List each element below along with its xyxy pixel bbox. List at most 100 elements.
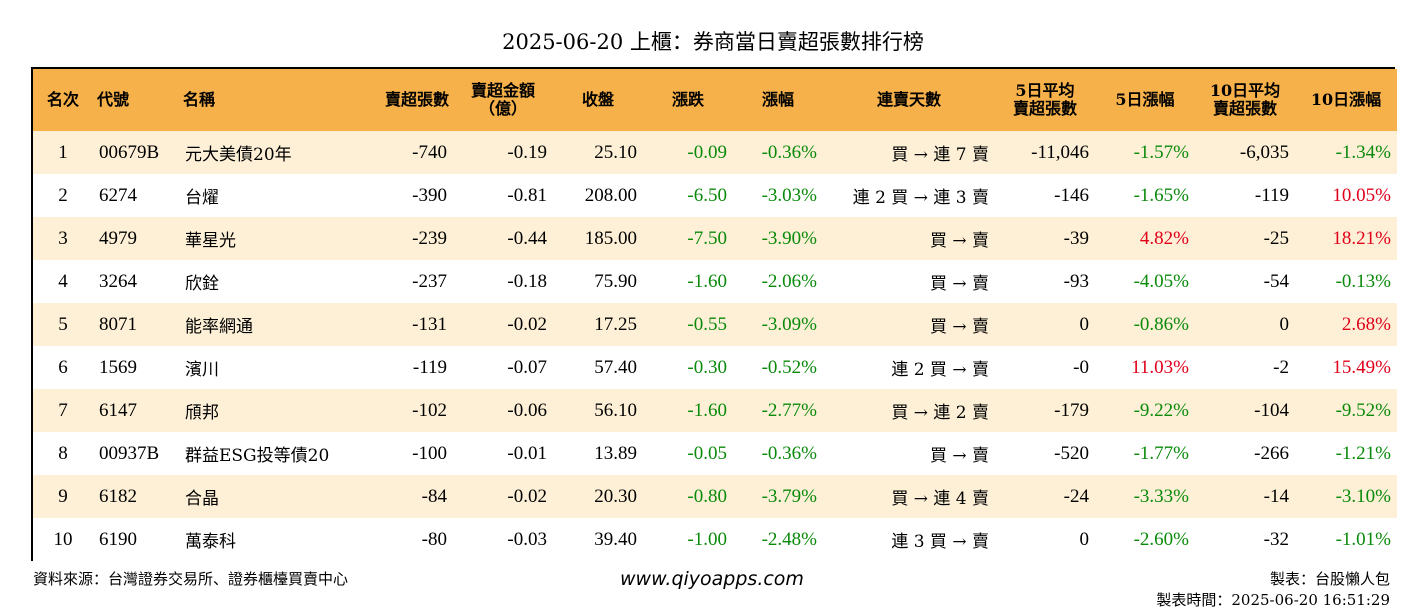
cell-name: 台燿 (185, 188, 219, 208)
cell-name: 華星光 (185, 231, 236, 251)
cell-streak: 連 2 買 → 賣 (891, 360, 989, 380)
cell-avg5: -0 (1073, 356, 1089, 378)
cell-net-sell-lots: -740 (412, 141, 447, 163)
cell-change-pct: -0.52% (761, 356, 817, 378)
table-row: 1 00679B 元大美債20年 -740 -0.19 25.10 -0.09 -0.36% 買… (33, 131, 1397, 174)
cell-chg10: 10.05% (1332, 184, 1391, 206)
cell-avg10: -104 (1254, 399, 1289, 421)
cell-close: 57.40 (594, 356, 637, 378)
maker-credit: 製表：台股懶人包 (1269, 570, 1390, 588)
cell-change-pct: -3.90% (761, 227, 817, 249)
cell-name: 欣銓 (185, 274, 219, 294)
website-link[interactable]: www.qiyoapps.com (620, 568, 804, 590)
cell-change-pct: -2.06% (761, 270, 817, 292)
cell-change: -1.60 (687, 399, 727, 421)
cell-net-sell-lots: -131 (412, 313, 447, 335)
cell-close: 25.10 (594, 141, 637, 163)
header-chg10: 10日漲幅 (1310, 90, 1382, 109)
cell-close: 75.90 (594, 270, 637, 292)
data-source: 資料來源：台灣證券交易所、證券櫃檯買賣中心 (33, 570, 349, 588)
cell-avg10: -14 (1263, 485, 1289, 507)
cell-chg5: -0.86% (1133, 313, 1189, 335)
cell-streak: 買 → 賣 (929, 274, 989, 294)
cell-net-sell-amount: -0.02 (507, 313, 547, 335)
header-avg5-line1: 5日平均 (1015, 81, 1075, 100)
cell-net-sell-amount: -0.06 (507, 399, 547, 421)
header-name: 名稱 (183, 90, 216, 109)
cell-avg10: -32 (1263, 528, 1289, 550)
cell-code: 00679B (99, 141, 160, 163)
cell-net-sell-lots: -119 (412, 356, 447, 378)
cell-rank: 2 (58, 184, 68, 206)
cell-avg5: -179 (1054, 399, 1089, 421)
table-row: 7 6147 頎邦 -102 -0.06 56.10 -1.60 -2.77% 買 → 連 2 … (33, 389, 1397, 432)
cell-change: -7.50 (687, 227, 727, 249)
cell-rank: 1 (58, 141, 68, 163)
cell-chg5: -3.33% (1133, 485, 1189, 507)
cell-net-sell-lots: -239 (412, 227, 447, 249)
cell-net-sell-amount: -0.81 (507, 184, 547, 206)
cell-streak: 連 3 買 → 賣 (891, 532, 989, 552)
cell-chg10: -1.01% (1335, 528, 1391, 550)
cell-code: 8071 (99, 313, 137, 335)
cell-rank: 7 (58, 399, 68, 421)
cell-net-sell-amount: -0.19 (507, 141, 547, 163)
cell-rank: 5 (58, 313, 68, 335)
cell-name: 合晶 (185, 489, 219, 509)
cell-change-pct: -2.48% (761, 528, 817, 550)
cell-chg10: 15.49% (1332, 356, 1391, 378)
cell-change: -1.00 (687, 528, 727, 550)
cell-chg10: -3.10% (1335, 485, 1391, 507)
cell-streak: 買 → 賣 (929, 231, 989, 251)
table-row: 3 4979 華星光 -239 -0.44 185.00 -7.50 -3.90% 買 → 賣 -… (33, 217, 1397, 260)
cell-avg5: -24 (1063, 485, 1089, 507)
header-avg5-line2: 賣超張數 (1012, 99, 1077, 118)
cell-change-pct: -3.03% (761, 184, 817, 206)
cell-change-pct: -2.77% (761, 399, 817, 421)
cell-chg5: -9.22% (1133, 399, 1189, 421)
cell-streak: 買 → 連 2 賣 (891, 403, 989, 423)
cell-code: 6274 (99, 184, 137, 206)
cell-chg10: -1.21% (1335, 442, 1391, 464)
cell-code: 6190 (99, 528, 137, 550)
ranking-table: 名次 代號 名稱 賣超張數 賣超金額 （億） 收盤 漲跌 漲幅 連賣天數 5日平… (33, 69, 1397, 561)
header-avg10-line1: 10日平均 (1209, 81, 1281, 100)
cell-change: -0.05 (687, 442, 727, 464)
cell-rank: 4 (58, 270, 68, 292)
cell-streak: 買 → 連 7 賣 (891, 145, 989, 165)
cell-avg10: -6,035 (1239, 141, 1289, 163)
cell-change-pct: -3.79% (761, 485, 817, 507)
cell-avg10: -119 (1254, 184, 1289, 206)
cell-close: 13.89 (594, 442, 637, 464)
header-row: 名次 代號 名稱 賣超張數 賣超金額 （億） 收盤 漲跌 漲幅 連賣天數 5日平… (33, 69, 1397, 131)
header-change: 漲跌 (671, 90, 704, 109)
cell-avg5: -11,046 (1031, 141, 1089, 163)
cell-net-sell-amount: -0.03 (507, 528, 547, 550)
table-body: 1 00679B 元大美債20年 -740 -0.19 25.10 -0.09 -0.36% 買… (33, 131, 1397, 561)
cell-rank: 8 (58, 442, 68, 464)
cell-streak: 買 → 賣 (929, 317, 989, 337)
cell-streak: 買 → 賣 (929, 446, 989, 466)
cell-avg10: -25 (1263, 227, 1289, 249)
cell-code: 4979 (99, 227, 137, 249)
cell-name: 頎邦 (185, 403, 219, 423)
cell-net-sell-amount: -0.01 (507, 442, 547, 464)
cell-change-pct: -0.36% (761, 141, 817, 163)
header-rank: 名次 (46, 90, 79, 109)
table-row: 4 3264 欣銓 -237 -0.18 75.90 -1.60 -2.06% 買 → 賣 -93… (33, 260, 1397, 303)
header-avg10-line2: 賣超張數 (1212, 99, 1277, 118)
cell-chg10: 2.68% (1341, 313, 1391, 335)
cell-chg10: -0.13% (1335, 270, 1391, 292)
header-net-sell-amount-line1: 賣超金額 (470, 81, 535, 100)
cell-code: 00937B (99, 442, 160, 464)
cell-rank: 9 (58, 485, 68, 507)
cell-chg5: 4.82% (1139, 227, 1189, 249)
table-row: 9 6182 合晶 -84 -0.02 20.30 -0.80 -3.79% 買 → 連 4 賣… (33, 475, 1397, 518)
cell-avg5: -520 (1054, 442, 1089, 464)
table-row: 6 1569 濱川 -119 -0.07 57.40 -0.30 -0.52% 連 2 買 → … (33, 346, 1397, 389)
header-net-sell-amount: 賣超金額 （億） (453, 69, 553, 131)
cell-close: 20.30 (594, 485, 637, 507)
cell-chg10: -9.52% (1335, 399, 1391, 421)
cell-net-sell-lots: -102 (412, 399, 447, 421)
cell-net-sell-amount: -0.18 (507, 270, 547, 292)
